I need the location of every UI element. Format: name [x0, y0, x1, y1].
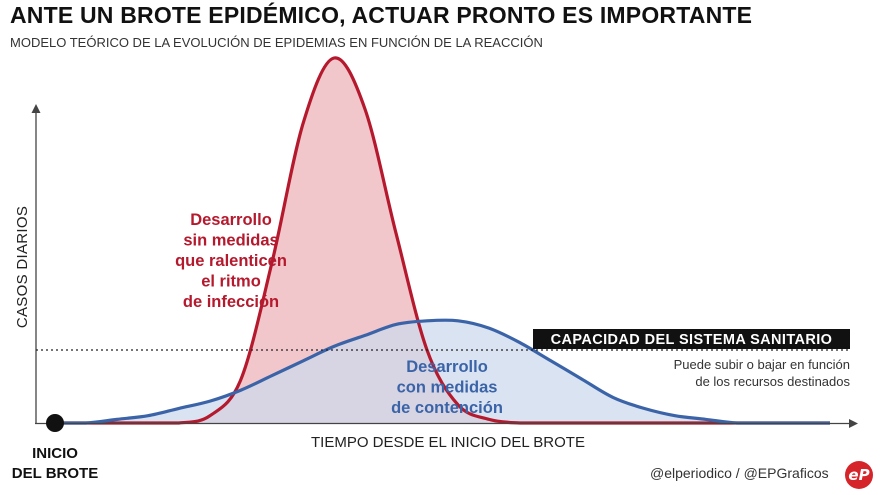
- brand-logo: eP: [845, 461, 873, 489]
- chart-subtitle: MODELO TEÓRICO DE LA EVOLUCIÓN DE EPIDEM…: [10, 35, 543, 50]
- series-label-no-measures: que ralenticen: [175, 252, 287, 270]
- series-area-with-measures: [55, 320, 830, 423]
- series-label-no-measures: sin medidas: [183, 232, 278, 250]
- x-axis-label: TIEMPO DESDE EL INICIO DEL BROTE: [311, 434, 585, 451]
- capacity-label-bg: [533, 329, 850, 349]
- y-axis-label: CASOS DIARIOS: [14, 206, 31, 328]
- origin-marker: [46, 414, 64, 432]
- series-label-no-measures: de infección: [183, 293, 279, 311]
- series-label-no-measures: el ritmo: [201, 273, 261, 291]
- chart-title: ANTE UN BROTE EPIDÉMICO, ACTUAR PRONTO E…: [10, 2, 753, 28]
- capacity-note-line: Puede subir o bajar en función: [674, 357, 850, 372]
- origin-label-line: INICIO: [32, 445, 78, 462]
- series-label-with-measures: Desarrollo: [406, 358, 488, 376]
- credit-text: @elperiodico / @EPGraficos: [650, 465, 829, 481]
- capacity-note-line: de los recursos destinados: [695, 374, 850, 389]
- series-label-with-measures: con medidas: [397, 379, 498, 397]
- capacity-label: CAPACIDAD DEL SISTEMA SANITARIO: [551, 332, 833, 348]
- x-axis-arrow: [849, 419, 858, 428]
- origin-label-line: DEL BROTE: [12, 465, 98, 482]
- series-label-with-measures: de contención: [391, 399, 503, 417]
- series-line-with-measures: [55, 318, 830, 425]
- y-axis-arrow: [31, 104, 41, 113]
- series-label-no-measures: Desarrollo: [190, 211, 272, 229]
